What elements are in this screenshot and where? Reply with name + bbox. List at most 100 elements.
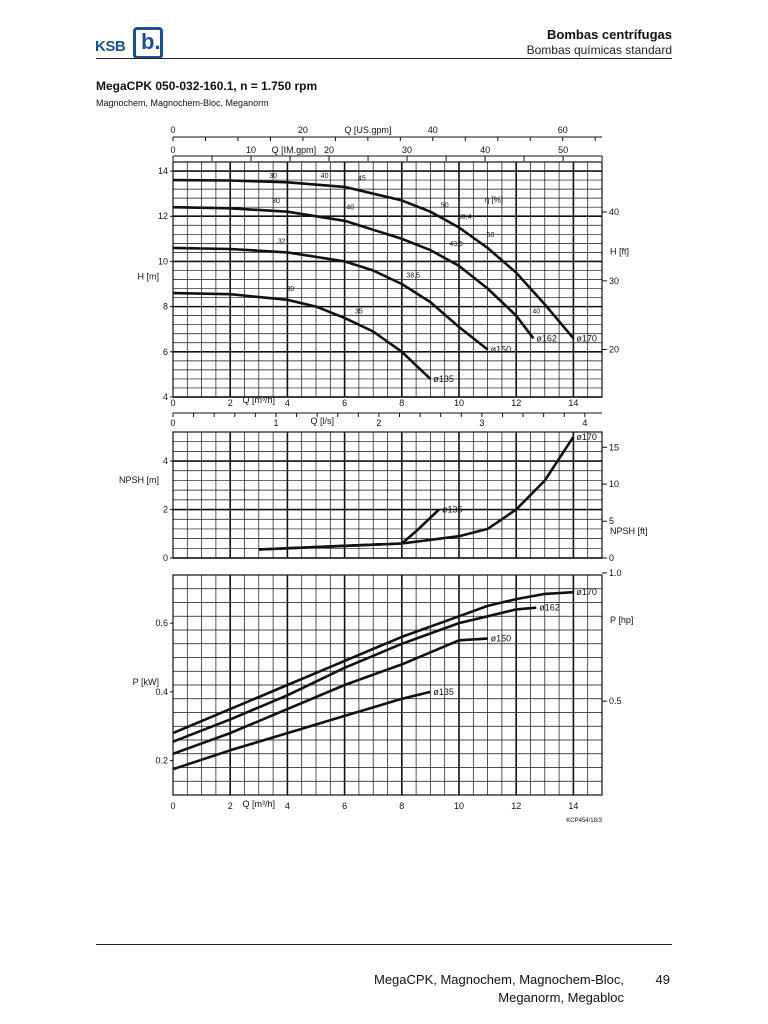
head-x-tick-label: 6 xyxy=(342,398,347,408)
power-series-d162 xyxy=(172,606,537,743)
im-gpm-tick-label: 50 xyxy=(558,145,568,155)
power-x-tick-label: 14 xyxy=(568,801,578,811)
head-y2-tick-label: 40 xyxy=(609,207,619,217)
efficiency-label: 50,4 xyxy=(458,214,472,221)
npsh-y-tick-label: 0 xyxy=(163,553,168,563)
head-x-tick-label: 12 xyxy=(511,398,521,408)
header-title: Bombas centrífugas xyxy=(547,27,672,42)
logo-text: KSB xyxy=(95,38,126,55)
efficiency-label: 30 xyxy=(269,173,277,180)
head-series-d150 xyxy=(172,246,489,351)
ksb-logo: KSB b. xyxy=(95,22,175,62)
npsh-y2-tick-label: 5 xyxy=(609,516,614,526)
head-x-tick-label: 0 xyxy=(170,398,175,408)
power-y2-axis-label: P [hp] xyxy=(610,615,633,625)
head-series-label: ø150 xyxy=(491,345,512,355)
head-series-d135 xyxy=(172,291,432,380)
power-x-tick-label: 8 xyxy=(399,801,404,811)
figure-code: KCP454/18/3 xyxy=(566,818,602,824)
efficiency-label: 38,5 xyxy=(406,273,420,280)
power-x-tick-label: 12 xyxy=(511,801,521,811)
header-divider xyxy=(96,58,672,59)
header-subtitle: Bombas químicas standard xyxy=(526,43,672,57)
npsh-y2-tick-label: 10 xyxy=(609,479,619,489)
npsh-y-tick-label: 2 xyxy=(163,505,168,515)
efficiency-label: 30 xyxy=(286,286,294,293)
npsh-y2-tick-label: 0 xyxy=(609,553,614,563)
power-series-d170 xyxy=(172,590,574,735)
power-series-label: ø170 xyxy=(576,587,597,597)
us-gpm-tick-label: 0 xyxy=(170,125,175,135)
head-series-label: ø170 xyxy=(576,333,597,343)
power-series-d135 xyxy=(172,690,431,771)
power-x-tick-label: 0 xyxy=(170,801,175,811)
power-y-tick-label: 0.6 xyxy=(155,618,168,628)
head-y-tick-label: 4 xyxy=(163,392,168,402)
head-series-d162 xyxy=(172,205,535,340)
ls-axis-label: Q [l/s] xyxy=(311,416,335,426)
power-y2-tick-label: 1.0 xyxy=(609,568,622,578)
power-x-tick-label: 2 xyxy=(228,801,233,811)
im-gpm-tick-label: 10 xyxy=(246,145,256,155)
ls-tick-label: 3 xyxy=(479,418,484,428)
power-series-d150 xyxy=(172,637,488,756)
power-x-tick-label: 4 xyxy=(285,801,290,811)
efficiency-label: 40 xyxy=(321,173,329,180)
footer-product-line-1: MegaCPK, Magnochem, Magnochem-Bloc, xyxy=(373,972,624,987)
efficiency-label: 30 xyxy=(272,198,280,205)
head-x-tick-label: 8 xyxy=(399,398,404,408)
head-y2-tick-label: 30 xyxy=(609,276,619,286)
power-series-label: ø150 xyxy=(491,634,512,644)
power-y-tick-label: 0.2 xyxy=(155,756,168,766)
head-series-label: ø162 xyxy=(536,333,557,343)
efficiency-label: 40 xyxy=(346,205,354,212)
npsh-y2-tick-label: 15 xyxy=(609,442,619,452)
head-x-tick-label: 10 xyxy=(454,398,464,408)
head-series-label: ø135 xyxy=(433,374,454,384)
us-gpm-tick-label: 20 xyxy=(298,125,308,135)
head-y-tick-label: 8 xyxy=(163,302,168,312)
logo-mark-letter: b. xyxy=(141,29,161,54)
power-x-tick-label: 6 xyxy=(342,801,347,811)
efficiency-label: 32 xyxy=(278,239,286,246)
efficiency-label: 43,5 xyxy=(449,241,463,248)
npsh-y-axis-label: NPSH [m] xyxy=(119,475,159,485)
efficiency-label: 50 xyxy=(487,232,495,239)
us-gpm-tick-label: 60 xyxy=(558,125,568,135)
head-x-tick-label: 4 xyxy=(285,398,290,408)
efficiency-label: 40 xyxy=(532,309,540,316)
efficiency-label: 45 xyxy=(358,175,366,182)
page-number: 49 xyxy=(655,972,670,987)
power-series-label: ø135 xyxy=(433,687,454,697)
head-y2-axis-label: H [ft] xyxy=(610,247,629,257)
ls-tick-label: 1 xyxy=(273,418,278,428)
npsh-series-label: ø170 xyxy=(576,432,597,442)
head-x-axis-label: Q [m³/h] xyxy=(243,395,276,405)
head-x-tick-label: 14 xyxy=(568,398,578,408)
im-gpm-axis-label: Q [IM.gpm] xyxy=(272,145,317,155)
npsh-series-d135 xyxy=(258,508,440,551)
us-gpm-tick-label: 40 xyxy=(428,125,438,135)
ls-tick-label: 0 xyxy=(170,418,175,428)
us-gpm-axis-label: Q [US.gpm] xyxy=(344,125,391,135)
ls-tick-label: 2 xyxy=(376,418,381,428)
logo-mark: b. xyxy=(133,27,163,59)
efficiency-axis-label: η [%] xyxy=(485,196,503,205)
head-x-tick-label: 2 xyxy=(228,398,233,408)
footer-divider xyxy=(96,944,672,945)
footer-product-line-2: Meganorm, Megabloc xyxy=(498,990,624,1005)
efficiency-label: 50 xyxy=(441,202,449,209)
power-series-label: ø162 xyxy=(539,603,560,613)
head-y-tick-label: 12 xyxy=(158,211,168,221)
npsh-series-label: ø135 xyxy=(442,505,463,515)
document-subtitle: Magnochem, Magnochem-Bloc, Meganorm xyxy=(96,98,269,108)
head-y-tick-label: 6 xyxy=(163,347,168,357)
power-x-tick-label: 10 xyxy=(454,801,464,811)
ls-tick-label: 4 xyxy=(582,418,587,428)
im-gpm-tick-label: 20 xyxy=(324,145,334,155)
head-y-tick-label: 10 xyxy=(158,256,168,266)
document-title: MegaCPK 050-032-160.1, n = 1.750 rpm xyxy=(96,79,318,93)
npsh-y-tick-label: 4 xyxy=(163,456,168,466)
head-series-d170 xyxy=(172,178,575,340)
